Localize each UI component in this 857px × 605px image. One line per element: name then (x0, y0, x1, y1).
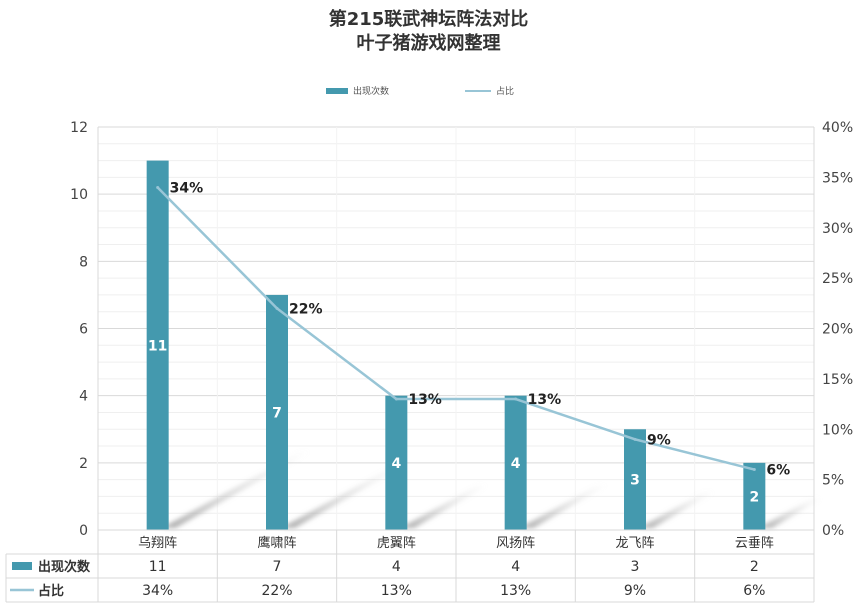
bar-shadow (639, 491, 715, 528)
bar-虎翼阵 (385, 395, 408, 530)
y2-tick-label: 0% (822, 523, 844, 539)
bar-云垂阵 (743, 462, 766, 530)
y2-tick-label: 10% (822, 422, 853, 438)
chart-title: 第215联武神坛阵法对比 (328, 9, 529, 30)
y2-tick-label: 5% (822, 473, 844, 489)
bar-data-label: 4 (391, 456, 401, 472)
bar-shadow (400, 485, 489, 528)
bar-data-label: 3 (630, 473, 640, 489)
line-point (752, 468, 756, 472)
bar-data-label: 4 (511, 456, 521, 472)
table-cell: 13% (500, 583, 531, 599)
line-data-label: 6% (766, 463, 790, 479)
y-tick-label: 10 (70, 187, 88, 203)
line-data-label: 13% (528, 392, 562, 408)
y2-tick-label: 25% (822, 271, 853, 287)
bar-龙飞阵 (624, 429, 646, 530)
category-label: 云垂阵 (735, 536, 774, 551)
bar-乌翔阵 (146, 160, 169, 531)
legend: 出现次数 占比 (0, 84, 857, 98)
legend-line-label: 占比 (496, 87, 515, 97)
bar-shadows (161, 451, 823, 528)
line-point (156, 185, 160, 189)
line-data-label: 9% (647, 432, 671, 448)
category-label: 乌翔阵 (138, 535, 177, 551)
bar-风扬阵 (504, 395, 527, 530)
y-tick-label: 0 (79, 523, 88, 539)
line-point (394, 397, 398, 401)
table-cell: 7 (273, 559, 282, 575)
chart-subtitle: 叶子猪游戏网整理 (356, 33, 501, 54)
chart-titles: 第215联武神坛阵法对比 叶子猪游戏网整理 (0, 8, 857, 56)
y2-tick-label: 15% (822, 372, 853, 388)
line-point (633, 437, 637, 441)
table-cell: 22% (261, 583, 292, 599)
table-legend-bar-key (12, 562, 32, 570)
y-tick-label: 4 (79, 389, 88, 405)
y-tick-label: 2 (79, 456, 88, 472)
table-row-label: 占比 (38, 583, 64, 599)
table-cell: 34% (142, 583, 173, 599)
category-label: 风扬阵 (496, 536, 535, 551)
line-series (156, 185, 756, 472)
table-cell: 4 (392, 559, 401, 575)
category-label: 虎翼阵 (377, 536, 416, 551)
category-label: 鹰啸阵 (257, 535, 296, 551)
bar-data-label: 7 (272, 405, 282, 421)
category-label: 龙飞阵 (615, 536, 654, 551)
line-percent (156, 186, 755, 471)
axes: 0 2 4 6 8 10 12 0% 5% 10% 15% 20% 25% 30% 35% 40% (70, 120, 853, 539)
legend-bar-label: 出现次数 (353, 87, 390, 97)
table-cell: 4 (511, 559, 520, 575)
bar-series (146, 160, 766, 531)
y-tick-label: 8 (79, 254, 88, 270)
legend-item-line: 占比 (465, 84, 514, 97)
line-data-label: 34% (170, 180, 204, 196)
y2-tick-label: 40% (822, 120, 853, 136)
grid-layer (97, 126, 815, 530)
line-data-label: 13% (408, 392, 442, 408)
bar-data-label: 11 (148, 338, 167, 354)
legend-bar-swatch (326, 87, 348, 94)
y-tick-label: 12 (70, 120, 88, 136)
table-cell: 3 (631, 559, 640, 575)
line-data-label: 22% (289, 301, 323, 317)
table-row-label: 出现次数 (38, 559, 91, 575)
line-point (514, 397, 518, 401)
bar-shadow (281, 465, 405, 528)
y-tick-label: 6 (79, 322, 88, 338)
legend-line-swatch (465, 89, 491, 92)
y2-tick-label: 30% (822, 221, 853, 237)
legend-item-bar: 出现次数 (326, 84, 389, 97)
bar-shadow (519, 485, 608, 528)
bar-鹰啸阵 (266, 294, 288, 530)
table-cell: 9% (624, 583, 646, 599)
table-cell: 11 (149, 559, 167, 575)
table-cell: 13% (381, 583, 412, 599)
table-cell: 6% (743, 583, 765, 599)
line-point (275, 306, 279, 310)
y2-tick-label: 35% (822, 170, 853, 186)
data-labels: 11 7 4 4 3 2 34% 22% 13% 13% 9% 6% (148, 180, 790, 505)
table-cell: 2 (750, 559, 759, 575)
y2-tick-label: 20% (822, 322, 853, 338)
bar-data-label: 2 (749, 489, 759, 505)
bar-shadow (758, 498, 823, 528)
